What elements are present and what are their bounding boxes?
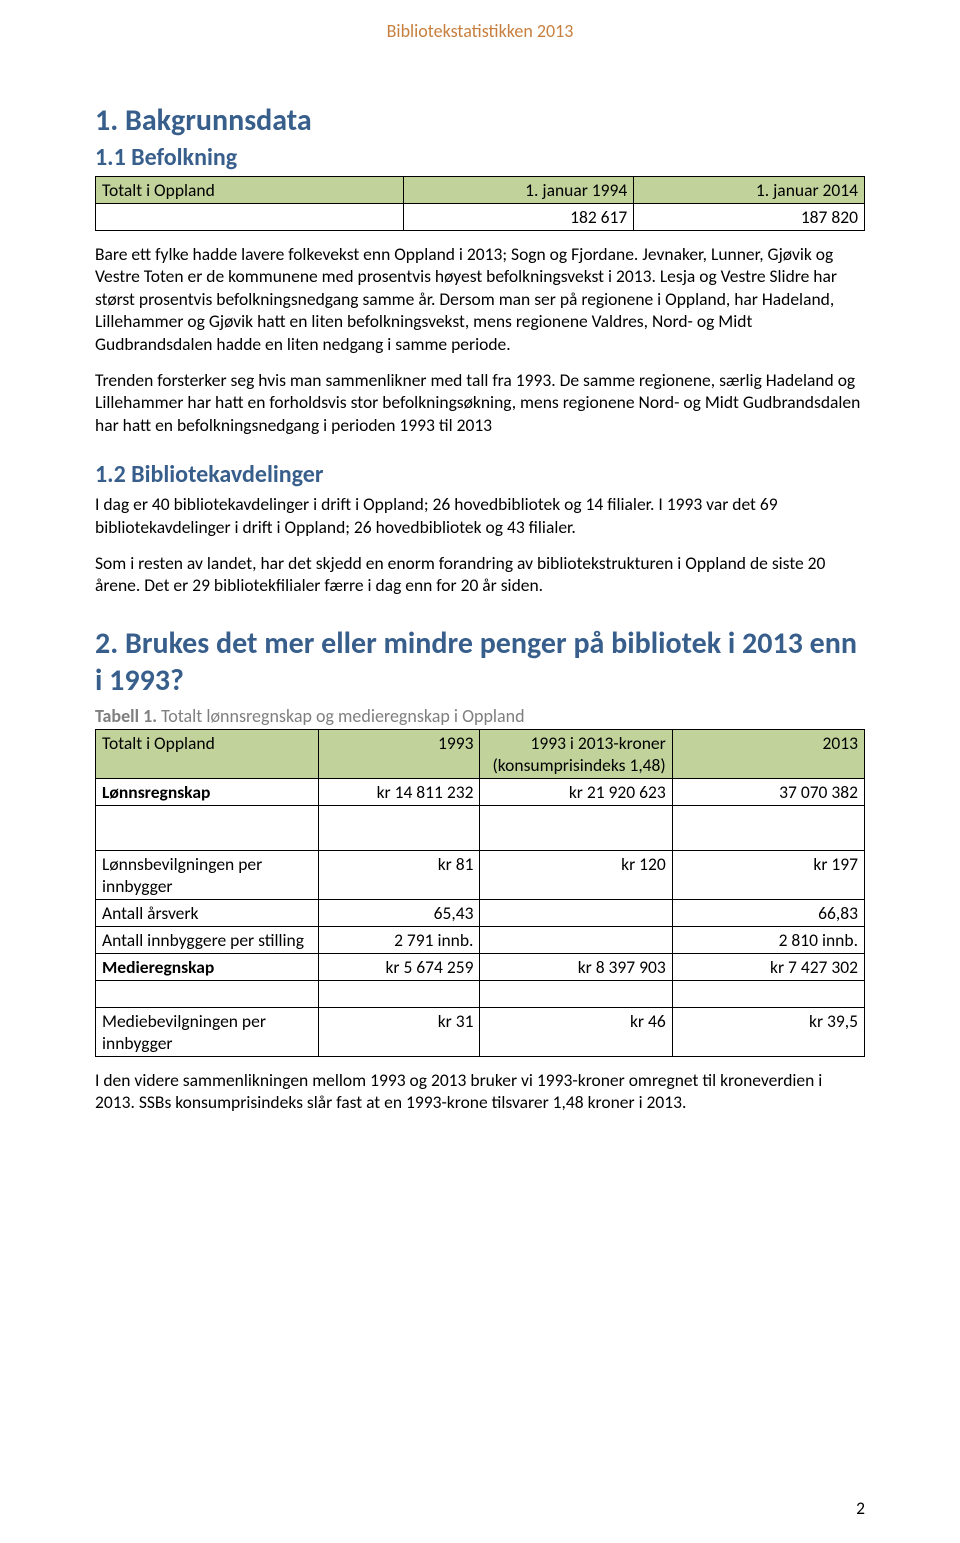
cell-c1: kr 5 674 259 (319, 953, 480, 980)
heading-section-2: 2. Brukes det mer eller mindre penger på… (95, 625, 865, 699)
table-row: Antall årsverk 65,43 66,83 (96, 899, 865, 926)
table-row: Lønnsregnskap kr 14 811 232 kr 21 920 62… (96, 778, 865, 805)
cell-label: Antall innbyggere per stilling (96, 926, 319, 953)
table-spacer-row (96, 980, 865, 1007)
table-row: Totalt i Oppland 1. januar 1994 1. janua… (96, 177, 865, 204)
table-row: Mediebevilgningen per innbygger kr 31 kr… (96, 1007, 865, 1056)
cell-col1: 1. januar 1994 (403, 177, 634, 204)
page-number: 2 (856, 1497, 865, 1519)
cell-label: Medieregnskap (96, 953, 319, 980)
budget-table: Totalt i Oppland 1993 1993 i 2013-kroner… (95, 729, 865, 1057)
document-header: Bibliotekstatistikken 2013 (95, 20, 865, 42)
cell-c2 (480, 899, 672, 926)
table-row: 182 617 187 820 (96, 204, 865, 231)
paragraph: I dag er 40 bibliotekavdelinger i drift … (95, 493, 865, 538)
table-header-row: Totalt i Oppland 1993 1993 i 2013-kroner… (96, 729, 865, 778)
heading-1-1: 1.1 Befolkning (95, 143, 865, 172)
cell-c1: kr 14 811 232 (319, 778, 480, 805)
cell-c1: 65,43 (319, 899, 480, 926)
cell-label: Mediebevilgningen per innbygger (96, 1007, 319, 1056)
table-row: Lønnsbevilgningen per innbygger kr 81 kr… (96, 850, 865, 899)
paragraph: Trenden forsterker seg hvis man sammenli… (95, 369, 865, 436)
cell-c2: kr 120 (480, 850, 672, 899)
table-row: Antall innbyggere per stilling 2 791 inn… (96, 926, 865, 953)
cell-col2: 187 820 (634, 204, 865, 231)
heading-1-2: 1.2 Bibliotekavdelinger (95, 460, 865, 489)
cell-c1: kr 31 (319, 1007, 480, 1056)
cell-label: Antall årsverk (96, 899, 319, 926)
cell-col1: 182 617 (403, 204, 634, 231)
cell-label: Lønnsbevilgningen per innbygger (96, 850, 319, 899)
table-row: Medieregnskap kr 5 674 259 kr 8 397 903 … (96, 953, 865, 980)
cell-c3: kr 197 (672, 850, 864, 899)
caption-text: Totalt lønnsregnskap og medieregnskap i … (157, 705, 525, 727)
caption-label: Tabell 1. (95, 705, 157, 727)
paragraph: Som i resten av landet, har det skjedd e… (95, 552, 865, 597)
cell-c3: kr 7 427 302 (672, 953, 864, 980)
cell-c3: 37 070 382 (672, 778, 864, 805)
population-table: Totalt i Oppland 1. januar 1994 1. janua… (95, 176, 865, 231)
cell-c2: kr 21 920 623 (480, 778, 672, 805)
header-c2: 1993 i 2013-kroner (konsumprisindeks 1,4… (480, 729, 672, 778)
header-c3: 2013 (672, 729, 864, 778)
cell-c1: kr 81 (319, 850, 480, 899)
cell-c2 (480, 926, 672, 953)
cell-c2: kr 46 (480, 1007, 672, 1056)
paragraph: I den videre sammenlikningen mellom 1993… (95, 1069, 865, 1114)
header-c0: Totalt i Oppland (96, 729, 319, 778)
paragraph: Bare ett fylke hadde lavere folkevekst e… (95, 243, 865, 355)
table-spacer-row (96, 805, 865, 850)
cell-c1: 2 791 innb. (319, 926, 480, 953)
cell-c3: 2 810 innb. (672, 926, 864, 953)
cell-c2: kr 8 397 903 (480, 953, 672, 980)
cell-label: Totalt i Oppland (96, 177, 404, 204)
table-caption: Tabell 1. Totalt lønnsregnskap og medier… (95, 705, 865, 727)
cell-label (96, 204, 404, 231)
cell-c3: 66,83 (672, 899, 864, 926)
cell-col2: 1. januar 2014 (634, 177, 865, 204)
header-c1: 1993 (319, 729, 480, 778)
heading-section-1: 1. Bakgrunnsdata (95, 102, 865, 139)
cell-c3: kr 39,5 (672, 1007, 864, 1056)
cell-label: Lønnsregnskap (96, 778, 319, 805)
